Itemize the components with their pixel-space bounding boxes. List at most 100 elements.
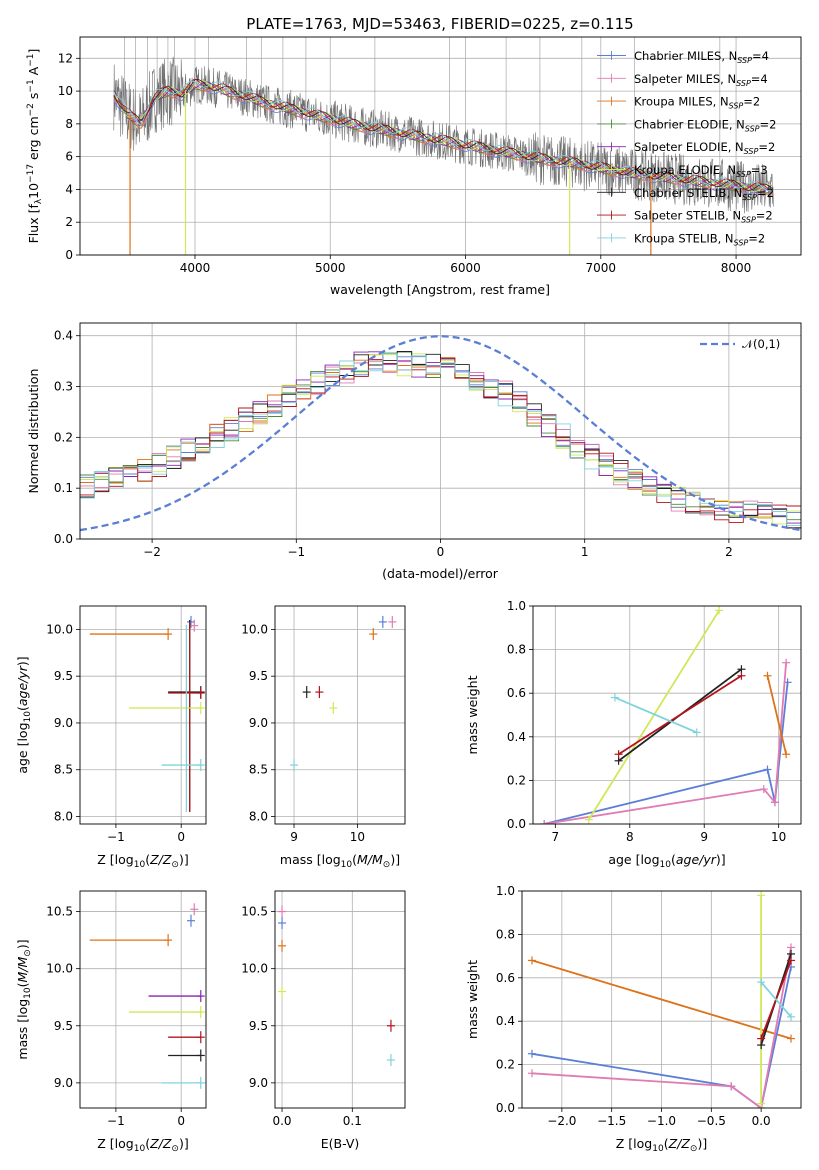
legend-label: Kroupa ELODIE, NSSP=3	[634, 163, 768, 179]
x-tick-label: −1	[107, 1114, 125, 1128]
residual-histogram	[80, 351, 801, 529]
weight-line	[531, 947, 792, 1108]
y-tick-label: 0.2	[496, 1058, 515, 1072]
plot-area-weight_vs_Z	[527, 891, 796, 1108]
y-tick-label: 9.5	[54, 1019, 73, 1033]
axes-frame	[532, 605, 802, 825]
y-axis-label: mass weight	[465, 960, 480, 1039]
y-tick-label: 0.8	[496, 927, 515, 941]
data-point	[168, 621, 205, 812]
data-point	[278, 939, 287, 952]
x-tick-label: 0	[177, 1114, 185, 1128]
data-point	[369, 628, 378, 641]
y-axis-label: mass weight	[465, 675, 480, 754]
y-tick-label: 8.0	[54, 810, 73, 824]
x-tick-label: −2.0	[547, 1114, 576, 1128]
data-point	[278, 905, 287, 918]
x-tick-label: 8	[626, 830, 634, 844]
data-point	[128, 701, 205, 714]
data-point	[128, 1006, 205, 1019]
axes-frame	[521, 890, 802, 1109]
x-axis-label: mass [log10(M/M⊙)]	[280, 852, 400, 870]
data-point	[315, 686, 324, 699]
y-tick-label: 0.4	[54, 329, 73, 343]
y-tick-label: 0.6	[507, 686, 526, 700]
y-tick-label: 0.2	[507, 773, 526, 787]
data-point	[186, 914, 195, 927]
x-tick-label: 9	[700, 830, 708, 844]
x-tick-label: 0.0	[752, 1114, 771, 1128]
y-tick-label: 8.5	[249, 763, 268, 777]
axes-weight_vs_age: 7 8 9 10 0.0 0.2 0.4 0.6 0.8 1.0 age [log10(age/yr…	[465, 599, 802, 870]
data-point	[388, 615, 397, 628]
data-point	[161, 624, 205, 812]
axes-age_vs_Z: −1 0 8.0 8.5 9.0 9.5 10.0 Z [log10(Z/Z⊙)] age [l…	[15, 605, 207, 870]
model-spectrum	[113, 80, 774, 193]
y-tick-label: 10.0	[241, 962, 268, 976]
data-point	[190, 619, 199, 632]
x-tick-label: −1	[287, 545, 305, 559]
x-tick-label: 10	[350, 830, 365, 844]
x-tick-label: −2	[143, 545, 161, 559]
y-tick-label: 1.0	[507, 599, 526, 613]
x-axis-label: (data-model)/error	[382, 566, 499, 581]
x-axis-label: age [log10(age/yr)]	[608, 852, 725, 870]
x-tick-label: 7000	[586, 261, 617, 275]
x-tick-label: 1	[581, 545, 589, 559]
data-point	[148, 990, 205, 1003]
y-tick-label: 8.0	[249, 810, 268, 824]
y-tick-label: 6	[65, 150, 73, 164]
x-tick-label: 2	[725, 545, 733, 559]
data-point	[386, 1054, 395, 1067]
y-tick-label: 9.0	[54, 1076, 73, 1090]
plot-area-age_vs_mass	[290, 615, 397, 772]
x-axis-label: Z [log10(Z/Z⊙)]	[97, 1136, 188, 1154]
y-axis-label: age [log10(age/yr)]	[15, 656, 33, 773]
x-axis-label: Z [log10(Z/Z⊙)]	[97, 852, 188, 870]
weight-line	[766, 675, 787, 755]
x-axis-label: E(B-V)	[321, 1136, 360, 1151]
plot-area-residuals	[80, 335, 801, 532]
axes-spectrum: 4000 5000 6000 7000 8000 0 2 4 6 8 10 12 Chabrier MI…	[26, 36, 802, 297]
data-point	[168, 1031, 205, 1044]
x-tick-label: 7	[552, 830, 560, 844]
y-tick-label: 9.5	[249, 1019, 268, 1033]
x-tick-label: 8000	[721, 261, 752, 275]
y-tick-label: 0.3	[54, 380, 73, 394]
x-tick-label: 4000	[180, 261, 211, 275]
legend-label: Salpeter MILES, NSSP=4	[634, 72, 768, 88]
legend-label: Chabrier MILES, NSSP=4	[634, 49, 769, 65]
axes-mass_vs_ebv: 0.0 0.1 9.0 9.5 10.0 10.5 E(B-V)	[241, 890, 406, 1151]
y-tick-label: 8.5	[54, 763, 73, 777]
x-tick-label: 9	[290, 830, 298, 844]
normal-curve	[80, 335, 801, 532]
weight-series	[757, 978, 796, 1021]
weight-series	[540, 658, 791, 824]
y-tick-label: 8	[65, 117, 73, 131]
y-tick-label: 4	[65, 182, 73, 196]
y-tick-label: 9.0	[249, 1076, 268, 1090]
y-tick-label: 12	[58, 51, 73, 65]
y-tick-label: 10.5	[241, 905, 268, 919]
residual-histogram	[80, 353, 801, 526]
y-tick-label: 0.1	[54, 481, 73, 495]
axes-mass_vs_Z: −1 0 9.0 9.5 10.0 10.5 Z [log10(Z/Z⊙)] mass [lo…	[15, 890, 207, 1154]
y-tick-label: 0.0	[507, 817, 526, 831]
x-tick-label: 0	[177, 830, 185, 844]
y-tick-label: 0.0	[496, 1101, 515, 1115]
x-tick-label: −1	[107, 830, 125, 844]
data-point	[290, 759, 299, 772]
data-point	[190, 903, 199, 916]
weight-line	[544, 662, 787, 824]
y-tick-label: 0.8	[507, 643, 526, 657]
y-tick-label: 0.4	[496, 1014, 515, 1028]
weight-series	[527, 956, 796, 1043]
y-axis-label: Flux [fλ10−17 erg cm−2 s−1 A−1]	[26, 49, 44, 244]
y-tick-label: 2	[65, 215, 73, 229]
y-tick-label: 1.0	[496, 884, 515, 898]
x-tick-label: 0	[437, 545, 445, 559]
model-spectrum	[113, 80, 774, 192]
data-point	[378, 615, 387, 628]
axes-residuals: −2 −1 0 1 2 0.0 0.1 0.2 0.3 0.4 𝒩(0,1) (data-model)…	[26, 322, 802, 581]
